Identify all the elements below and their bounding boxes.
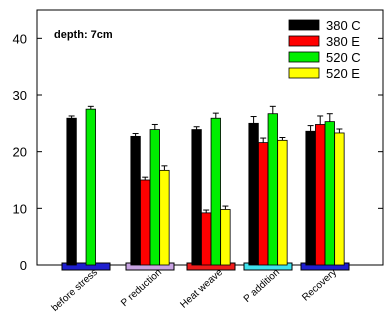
bar — [201, 212, 212, 266]
x-axis-labels: before stress P reduction Heat weave P addi… — [50, 267, 339, 314]
legend-swatch — [288, 67, 320, 79]
bar — [315, 124, 326, 266]
y-tick-label: 0 — [20, 258, 27, 273]
legend-label: 520 E — [326, 66, 360, 81]
depth-annotation: depth: 7cm — [54, 29, 113, 41]
bar — [248, 122, 259, 266]
x-tick-label: Heat weave — [178, 267, 225, 311]
right-axis-ticks — [378, 37, 383, 266]
y-tick-label: 40 — [13, 31, 27, 46]
legend-swatch — [288, 19, 320, 31]
legend-swatch — [288, 51, 320, 63]
y-tick-label: 10 — [13, 201, 27, 216]
y-axis: 0 10 20 30 40 — [13, 31, 42, 273]
bar — [85, 108, 96, 266]
bar — [149, 129, 160, 266]
legend-label: 380 C — [326, 18, 361, 33]
x-tick-label: P addition — [242, 267, 282, 305]
x-tick-label: P reduction — [119, 267, 164, 309]
y-tick-label: 20 — [13, 145, 27, 160]
legend-swatch — [288, 35, 320, 47]
bar — [66, 117, 77, 266]
bar — [324, 121, 335, 266]
bar — [159, 169, 170, 266]
legend-label: 380 E — [326, 34, 360, 49]
y-tick-label: 30 — [13, 88, 27, 103]
bar — [267, 113, 278, 266]
x-tick-label: Recovery — [300, 267, 339, 303]
bars-layer — [66, 105, 345, 266]
bar — [258, 142, 269, 266]
legend-label: 520 C — [326, 50, 361, 65]
bar — [220, 209, 231, 266]
bar — [130, 135, 141, 266]
bar — [140, 179, 151, 266]
x-tick-label: before stress — [50, 267, 100, 314]
bar — [277, 139, 288, 266]
bar — [191, 129, 202, 266]
bar — [210, 117, 221, 266]
bar — [305, 130, 316, 266]
bar — [334, 132, 345, 266]
